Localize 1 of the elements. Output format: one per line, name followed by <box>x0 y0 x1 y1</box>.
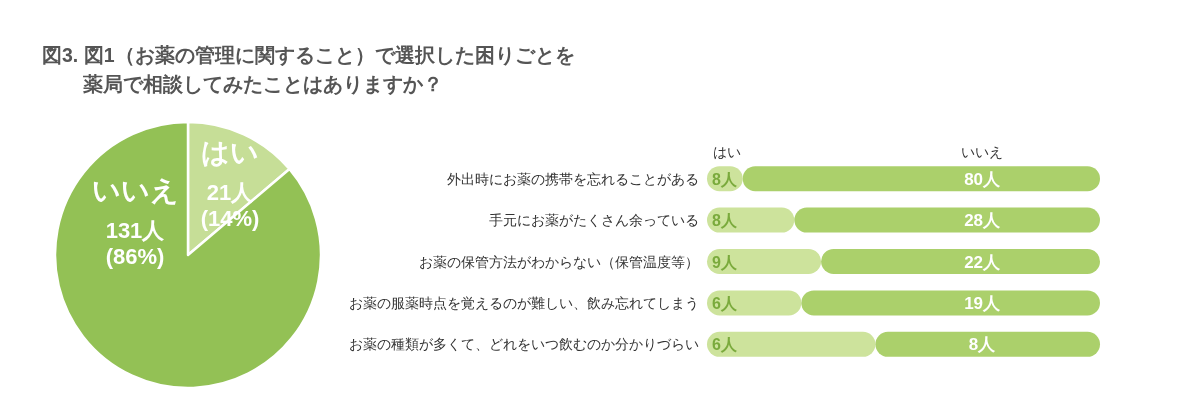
title: 図3. 図1（お薬の管理に関すること）で選択した困りごとを薬局で相談してみたことはありますか？ <box>42 44 575 95</box>
